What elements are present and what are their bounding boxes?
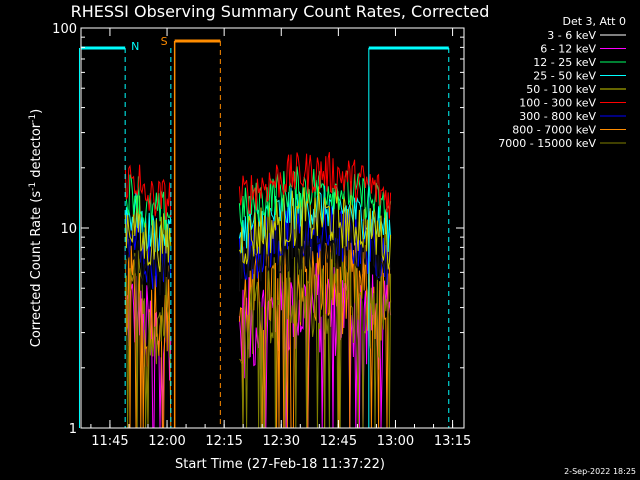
y-tick-label-1: 10	[60, 222, 77, 237]
y-axis-label: Corrected Count Rate (s-1 detector-1)	[28, 109, 44, 347]
flag-s-label: S	[161, 35, 168, 48]
legend-label-1: 6 - 12 keV	[540, 43, 596, 56]
series-3-segment-1	[238, 185, 392, 253]
legend-label-5: 100 - 300 keV	[519, 97, 596, 110]
series-5-segment-1	[238, 152, 392, 219]
legend-label-0: 3 - 6 keV	[547, 29, 596, 42]
series-4-segment-0	[124, 195, 172, 272]
y-tick-label-2: 100	[52, 22, 77, 37]
legend-label-3: 25 - 50 keV	[533, 70, 596, 83]
series-5-segment-0	[124, 164, 172, 221]
x-axis-label: Start Time (27-Feb-18 11:37:22)	[175, 457, 385, 472]
series-5	[124, 152, 392, 221]
x-tick-label-4: 12:45	[320, 434, 357, 449]
footer-date: 2-Sep-2022 18:25	[564, 467, 636, 476]
x-tick-label-5: 13:00	[377, 434, 414, 449]
series-0-segment-1	[238, 212, 392, 292]
legend-label-7: 800 - 7000 keV	[512, 124, 596, 137]
legend-label-6: 300 - 800 keV	[519, 110, 596, 123]
x-tick-label-1: 12:00	[148, 434, 185, 449]
legend-title: Det 3, Att 0	[563, 15, 627, 28]
x-tick-label-2: 12:15	[205, 434, 242, 449]
legend-label-2: 12 - 25 keV	[533, 56, 596, 69]
legend-label-4: 50 - 100 keV	[526, 83, 596, 96]
y-tick-label-0: 1	[69, 422, 77, 437]
flag-n-label: N	[131, 40, 139, 53]
chart-title: RHESSI Observing Summary Count Rates, Co…	[71, 2, 490, 21]
legend-label-8: 7000 - 15000 keV	[498, 137, 596, 150]
x-tick-label-6: 13:15	[434, 434, 471, 449]
x-tick-label-0: 11:45	[91, 434, 128, 449]
series-1-segment-0	[124, 276, 172, 428]
series-2-segment-1	[238, 166, 392, 228]
x-tick-label-3: 12:30	[263, 434, 300, 449]
